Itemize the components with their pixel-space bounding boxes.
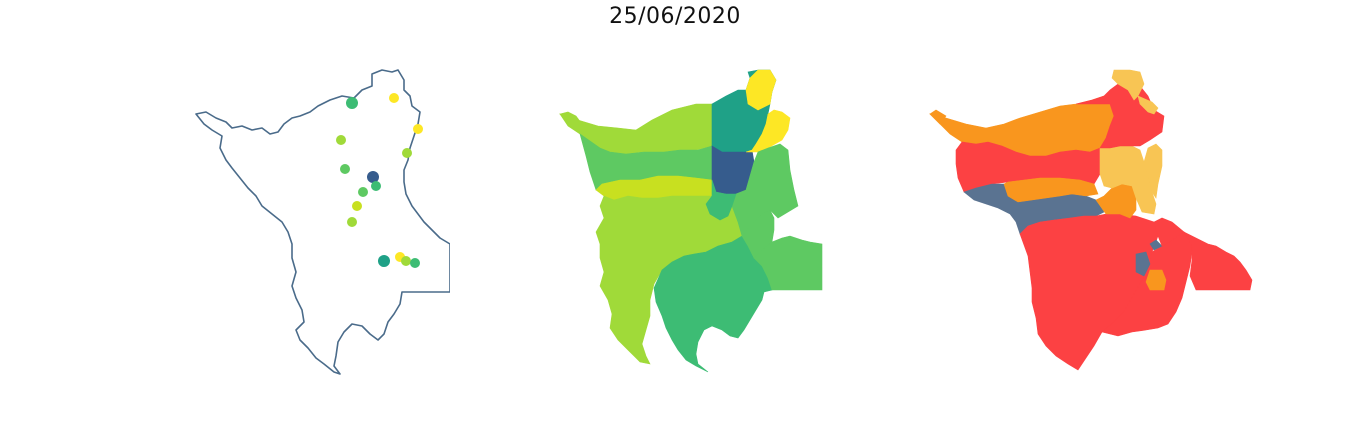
- region-polygon: [753, 235, 823, 291]
- region-polygon: [1183, 231, 1253, 291]
- region-polygon: [1075, 79, 1165, 149]
- region-polygon: [731, 143, 799, 237]
- station-point: [371, 181, 381, 191]
- region-polygon: [1137, 95, 1159, 115]
- station-point: [340, 164, 350, 174]
- station-point: [367, 171, 379, 183]
- station-map: [195, 69, 450, 375]
- region-polygon: [705, 179, 737, 221]
- station-point: [413, 124, 423, 134]
- station-point: [389, 93, 399, 103]
- region-polygon: [1135, 251, 1151, 277]
- station-point: [346, 97, 358, 109]
- region-outline: [195, 69, 450, 375]
- station-point: [410, 258, 420, 268]
- interpolated-map: [558, 69, 823, 373]
- station-point: [352, 201, 362, 211]
- station-point: [358, 187, 368, 197]
- region-polygon: [1143, 143, 1163, 199]
- region-polygon: [929, 109, 947, 125]
- station-point: [402, 148, 412, 158]
- region-polygon: [653, 235, 773, 373]
- region-polygon: [595, 195, 743, 365]
- region-polygon: [1003, 177, 1099, 203]
- region-polygon: [559, 103, 713, 155]
- region-polygon: [1149, 239, 1163, 251]
- station-point: [401, 256, 411, 266]
- region-polygon: [929, 95, 1115, 157]
- region-polygon: [558, 111, 583, 125]
- station-point: [347, 217, 357, 227]
- region-polygon: [745, 69, 777, 111]
- station-point: [378, 255, 390, 267]
- figure-title: 25/06/2020: [609, 4, 741, 29]
- region-polygon: [1153, 217, 1185, 247]
- classified-map: [929, 69, 1253, 371]
- region-polygon: [1111, 69, 1145, 101]
- region-polygon: [745, 109, 791, 153]
- region-polygon: [1145, 269, 1167, 291]
- station-point: [336, 135, 346, 145]
